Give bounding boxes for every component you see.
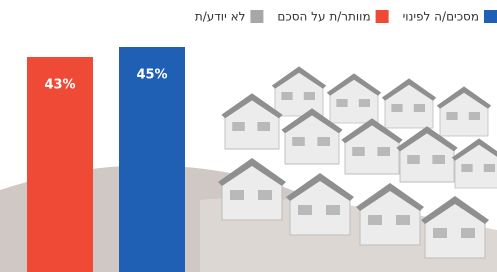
legend-label: לא יודע/ת [195,10,246,24]
house-window [396,215,410,225]
house-window [484,164,495,172]
house-window [461,164,472,172]
house-window [414,104,425,112]
house-window [469,112,480,120]
house-window [407,155,420,164]
house-window [258,190,272,200]
house [218,158,286,220]
house-window [359,99,370,107]
house-window [298,205,312,215]
house-window [461,228,475,238]
house-window [326,205,340,215]
house-window [292,137,305,146]
legend-swatch [376,10,389,23]
chart: מסכים/ה לפינוי מוותר/ת על הסכם לא יודע/ת 4… [0,0,497,272]
legend-swatch [250,10,263,23]
house-window [433,228,447,238]
house-window [317,137,330,146]
house [286,173,354,235]
house [421,196,489,258]
house [382,78,436,128]
house [327,73,381,123]
house [356,183,424,245]
house [452,138,497,188]
house-window [391,104,402,112]
house-window [432,155,445,164]
house-window [304,92,315,100]
house-wall [225,95,279,149]
house [272,66,326,116]
house [221,93,282,149]
house [437,86,491,136]
house-window [257,122,270,131]
legend: מסכים/ה לפינוי מוותר/ת על הסכם לא יודע/ת [195,10,497,24]
house-window [230,190,244,200]
house-window [368,215,382,225]
house-window [336,99,347,107]
house-window [232,122,245,131]
house-window [446,112,457,120]
value-label: 45% [136,68,167,83]
legend-swatch [484,10,497,23]
house-window [281,92,292,100]
legend-label: מוותר/ת על הסכם [277,10,370,24]
value-label: 43% [44,78,75,93]
legend-label: מסכים/ה לפינוי [403,10,479,24]
house-window [352,147,365,156]
house-window [377,147,390,156]
